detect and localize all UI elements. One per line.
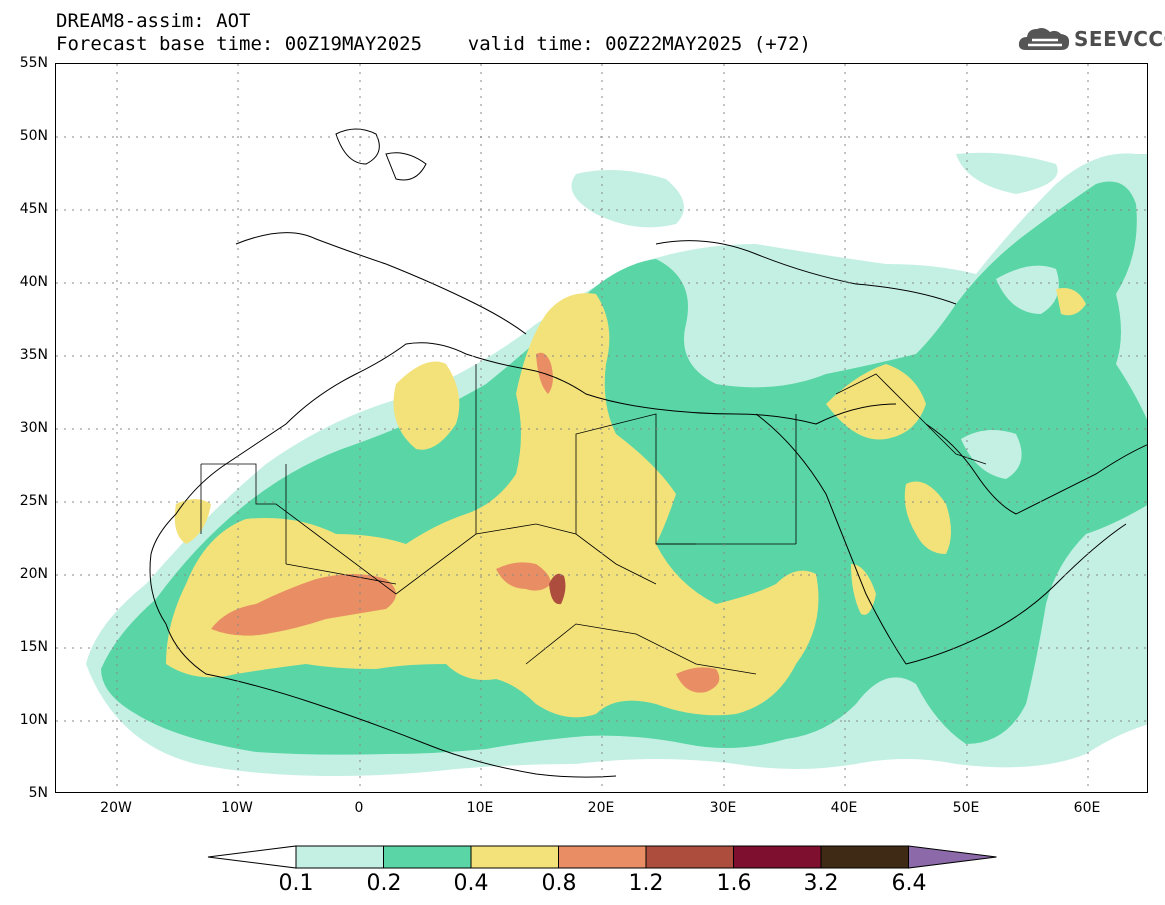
colorbar-label: 0.8	[541, 871, 577, 896]
lon-label: 50E	[952, 800, 980, 816]
colorbar-swatch	[645, 845, 734, 869]
lon-label: 20W	[100, 800, 132, 816]
lat-label: 30N	[19, 420, 48, 436]
logo-text: SEEVCCC	[1074, 27, 1165, 51]
forecast-time-subtitle: Forecast base time: 00Z19MAY2025 valid t…	[56, 33, 811, 55]
seevccc-logo: SEEVCCC	[1018, 24, 1165, 54]
lon-label: 60E	[1073, 800, 1101, 816]
lon-label: 40E	[830, 800, 858, 816]
lon-label: 20E	[587, 800, 615, 816]
colorbar	[207, 845, 997, 869]
colorbar-label: 0.1	[278, 871, 314, 896]
colorbar-label: 0.2	[366, 871, 402, 896]
aot-map	[55, 63, 1148, 793]
cloud-icon	[1018, 28, 1070, 50]
colorbar-label: 1.2	[628, 871, 664, 896]
colorbar-swatch	[470, 845, 559, 869]
colorbar-label: 0.4	[453, 871, 489, 896]
lat-label: 5N	[28, 785, 48, 801]
lat-label: 45N	[19, 201, 48, 217]
colorbar-label: 3.2	[803, 871, 839, 896]
lat-label: 20N	[19, 566, 48, 582]
lat-label: 40N	[19, 274, 48, 290]
lat-label: 25N	[19, 493, 48, 509]
colorbar-arrow-low	[207, 845, 297, 869]
lat-label: 55N	[19, 55, 48, 71]
lon-label: 10W	[221, 800, 253, 816]
lon-label: 10E	[466, 800, 494, 816]
lon-label: 0	[354, 800, 364, 816]
lat-label: 50N	[19, 128, 48, 144]
colorbar-label: 1.6	[716, 871, 752, 896]
lon-label: 30E	[709, 800, 737, 816]
lat-label: 15N	[19, 639, 48, 655]
colorbar-swatch	[820, 845, 909, 869]
colorbar-swatch	[733, 845, 822, 869]
map-title: DREAM8-assim: AOT	[56, 10, 251, 32]
lat-label: 10N	[19, 712, 48, 728]
colorbar-swatch	[295, 845, 384, 869]
coastlines	[149, 128, 1147, 778]
aot-band-1.2	[549, 573, 566, 605]
colorbar-swatches	[207, 845, 997, 869]
lat-label: 35N	[19, 347, 48, 363]
colorbar-swatch	[383, 845, 472, 869]
colorbar-swatch	[558, 845, 647, 869]
country-borders	[200, 364, 987, 675]
colorbar-label: 6.4	[891, 871, 927, 896]
map-canvas	[56, 64, 1147, 792]
colorbar-arrow-high	[908, 845, 997, 869]
